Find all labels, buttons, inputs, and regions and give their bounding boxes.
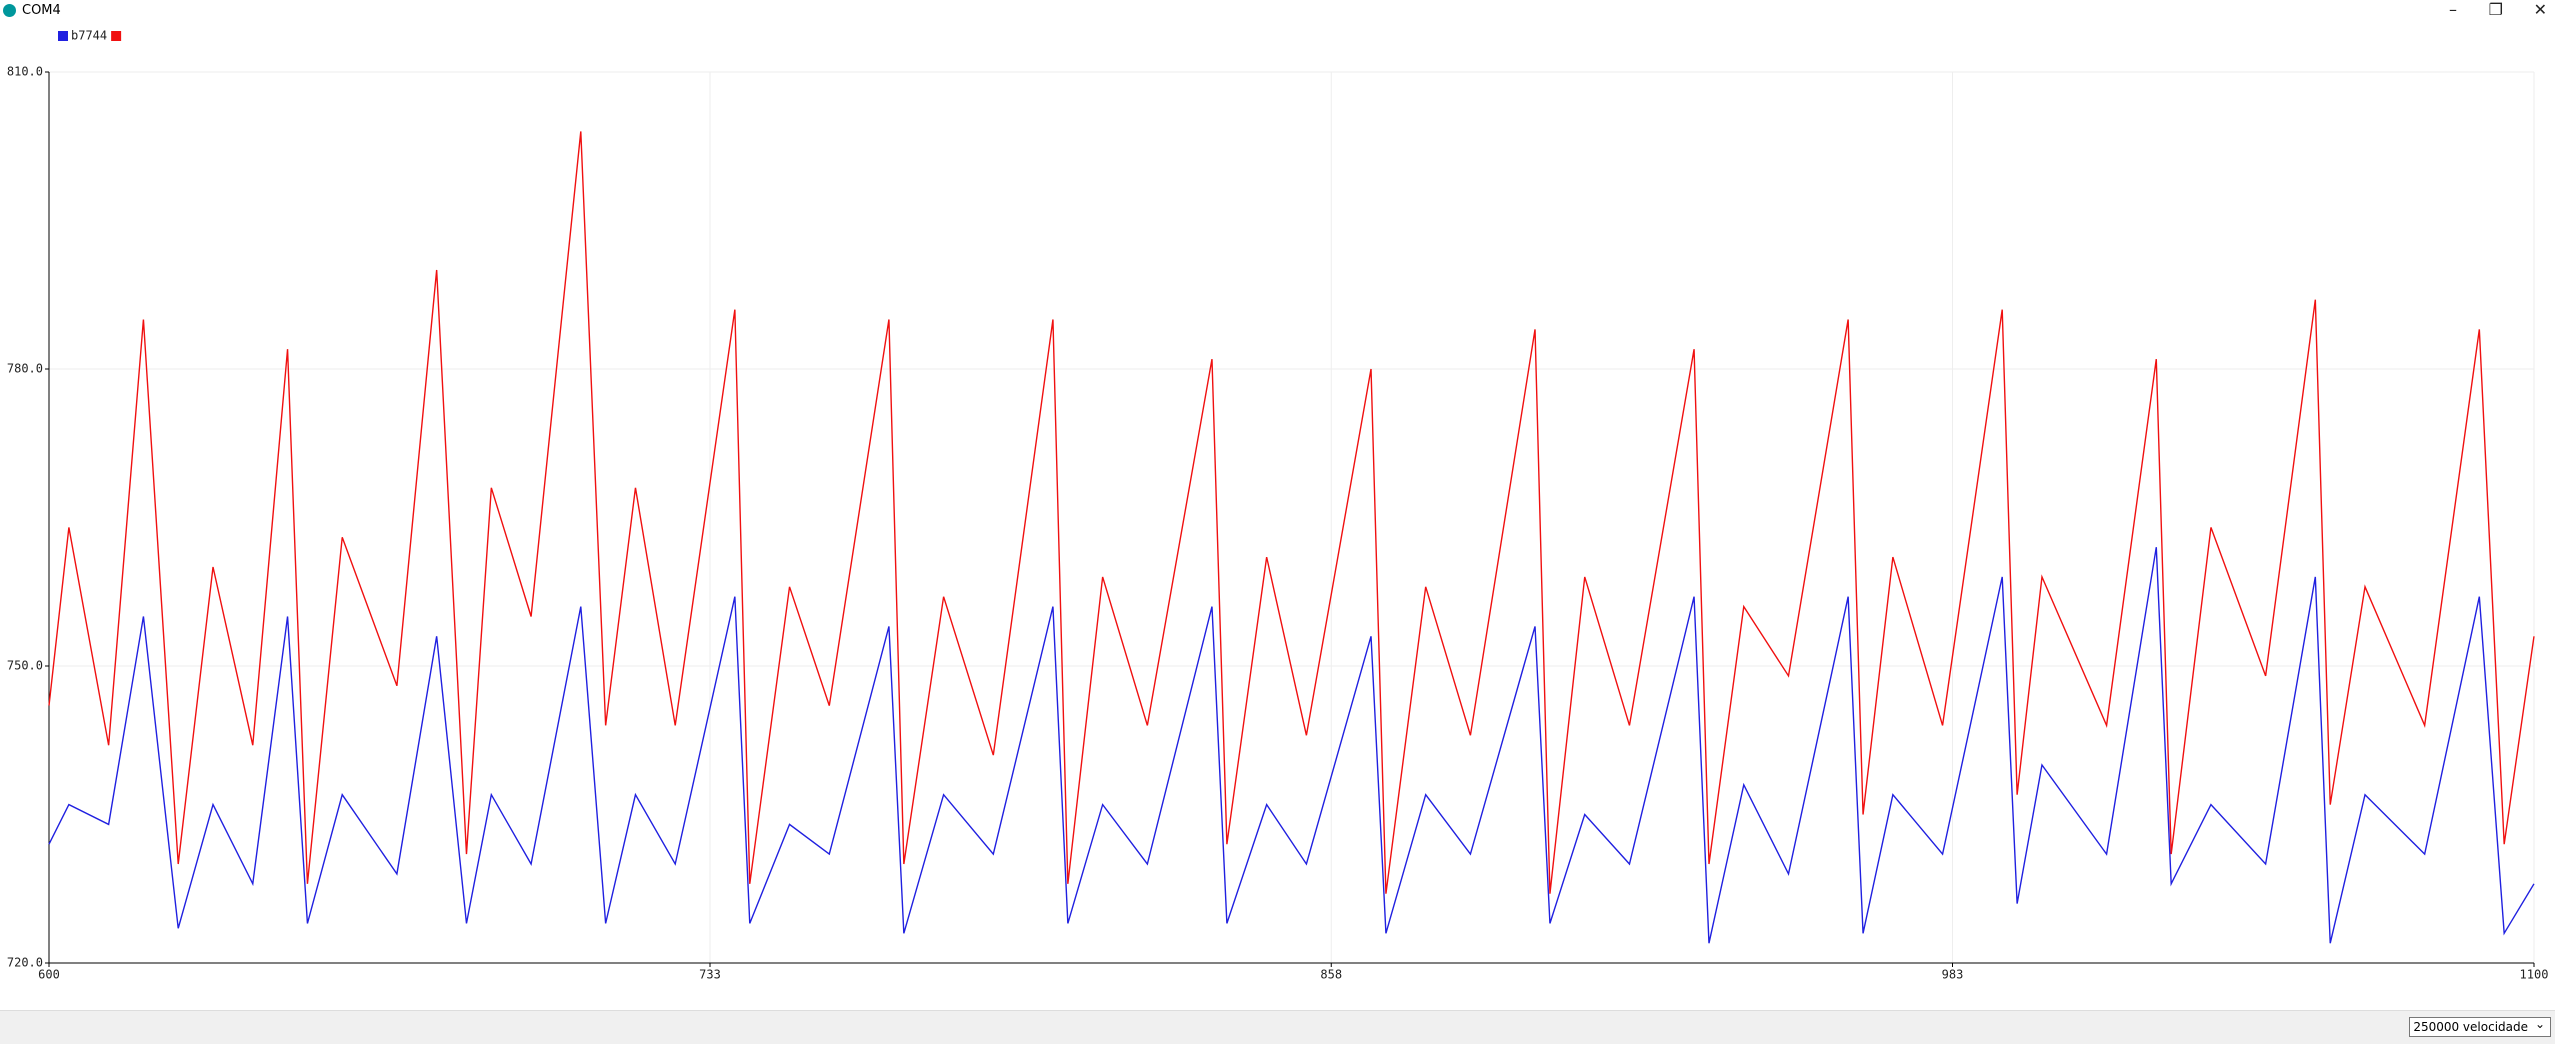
- y-tick-label: 750.0: [7, 659, 43, 673]
- y-tick-label: 720.0: [7, 956, 43, 970]
- legend-label: b7744: [71, 29, 107, 43]
- series-line: [48, 131, 2535, 894]
- x-tick-label: 733: [699, 968, 721, 982]
- baud-select[interactable]: 250000 velocidade: [2409, 1015, 2551, 1037]
- title-bar: COM4 – ❐ ✕: [0, 0, 2555, 22]
- y-tick-label: 810.0: [7, 65, 43, 79]
- y-tick-label: 780.0: [7, 362, 43, 376]
- x-tick-label: 600: [38, 968, 60, 982]
- legend-swatch: [111, 31, 122, 41]
- series-line: [48, 547, 2535, 944]
- minimize-button[interactable]: –: [2449, 0, 2457, 19]
- x-tick-label: 1100: [2520, 968, 2549, 982]
- restore-button[interactable]: ❐: [2488, 0, 2503, 19]
- window-title: COM4: [22, 3, 61, 18]
- x-tick-label: 983: [1942, 968, 1964, 982]
- legend-swatch: [58, 31, 68, 41]
- app-icon: [3, 4, 16, 17]
- bottom-bar: 250000 velocidade: [0, 1010, 2555, 1044]
- x-tick-label: 858: [1320, 968, 1342, 982]
- chart: 720.0 750.0 780.0 810.0 600 733 858 983 1100 b774…: [7, 29, 2549, 982]
- close-button[interactable]: ✕: [2533, 0, 2547, 19]
